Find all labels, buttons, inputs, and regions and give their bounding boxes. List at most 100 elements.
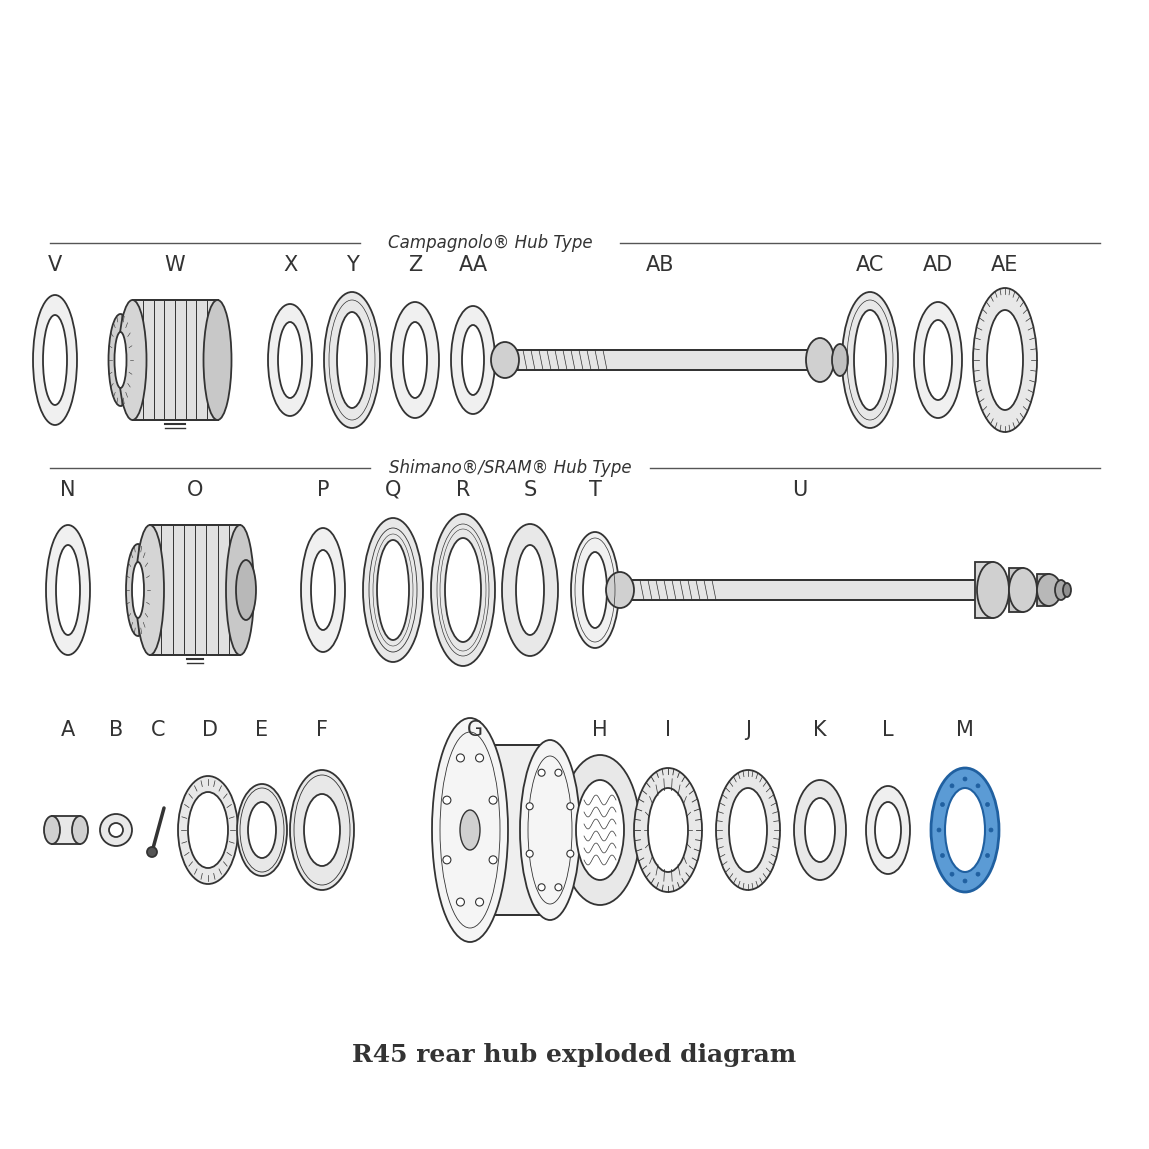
- Text: B: B: [109, 720, 123, 740]
- Ellipse shape: [136, 525, 164, 655]
- Ellipse shape: [43, 315, 67, 404]
- Ellipse shape: [555, 884, 562, 890]
- Text: U: U: [793, 480, 808, 500]
- Ellipse shape: [1055, 580, 1067, 600]
- Ellipse shape: [1063, 583, 1071, 597]
- Ellipse shape: [576, 780, 624, 880]
- Text: V: V: [48, 255, 62, 275]
- Ellipse shape: [516, 545, 543, 635]
- Text: A: A: [61, 720, 75, 740]
- Text: W: W: [164, 255, 185, 275]
- Text: T: T: [588, 480, 601, 500]
- Ellipse shape: [571, 532, 619, 648]
- Text: AB: AB: [646, 255, 674, 275]
- Ellipse shape: [1038, 574, 1061, 606]
- Ellipse shape: [963, 879, 967, 882]
- Bar: [976, 562, 993, 618]
- Ellipse shape: [72, 816, 88, 845]
- Ellipse shape: [290, 770, 354, 890]
- Ellipse shape: [931, 768, 998, 892]
- Ellipse shape: [226, 525, 254, 655]
- Text: AA: AA: [458, 255, 487, 275]
- Ellipse shape: [987, 310, 1023, 410]
- Bar: [236, 535, 246, 645]
- Ellipse shape: [986, 802, 989, 807]
- Text: C: C: [151, 720, 165, 740]
- Ellipse shape: [337, 313, 367, 408]
- Ellipse shape: [976, 784, 980, 788]
- Text: Campagnolo® Hub Type: Campagnolo® Hub Type: [387, 234, 593, 252]
- Ellipse shape: [634, 768, 702, 892]
- Text: R: R: [456, 480, 470, 500]
- Ellipse shape: [456, 899, 464, 907]
- Ellipse shape: [538, 769, 545, 777]
- Bar: [151, 525, 240, 655]
- Ellipse shape: [606, 572, 634, 608]
- Ellipse shape: [950, 784, 954, 788]
- Ellipse shape: [391, 302, 439, 418]
- Ellipse shape: [432, 718, 508, 942]
- Text: AE: AE: [992, 255, 1019, 275]
- Ellipse shape: [728, 788, 768, 872]
- Ellipse shape: [118, 300, 147, 421]
- Ellipse shape: [109, 823, 123, 836]
- Ellipse shape: [126, 543, 151, 637]
- Ellipse shape: [178, 776, 238, 884]
- Ellipse shape: [445, 538, 481, 642]
- Ellipse shape: [842, 292, 899, 427]
- Ellipse shape: [876, 802, 901, 858]
- Text: O: O: [187, 480, 203, 500]
- Text: R45 rear hub exploded diagram: R45 rear hub exploded diagram: [352, 1043, 796, 1067]
- Ellipse shape: [363, 518, 423, 662]
- Ellipse shape: [100, 813, 132, 846]
- Text: J: J: [745, 720, 751, 740]
- Ellipse shape: [989, 828, 993, 832]
- Text: S: S: [524, 480, 537, 500]
- Ellipse shape: [56, 545, 80, 635]
- Ellipse shape: [560, 755, 640, 905]
- Ellipse shape: [555, 769, 562, 777]
- Bar: [52, 816, 80, 845]
- Text: G: G: [466, 720, 483, 740]
- Ellipse shape: [46, 525, 90, 655]
- Ellipse shape: [489, 796, 498, 804]
- Text: Q: Q: [385, 480, 401, 500]
- Text: L: L: [882, 720, 894, 740]
- Ellipse shape: [941, 854, 944, 857]
- Ellipse shape: [462, 325, 484, 395]
- Ellipse shape: [115, 332, 126, 388]
- Text: I: I: [665, 720, 671, 740]
- Ellipse shape: [489, 856, 498, 864]
- Ellipse shape: [963, 777, 967, 781]
- Ellipse shape: [976, 872, 980, 877]
- Ellipse shape: [311, 550, 336, 630]
- Ellipse shape: [278, 322, 302, 398]
- Bar: [1009, 568, 1023, 612]
- Ellipse shape: [236, 560, 256, 620]
- Ellipse shape: [854, 310, 886, 410]
- Bar: [132, 300, 217, 421]
- Bar: [470, 745, 550, 915]
- Bar: [1038, 574, 1049, 606]
- Text: Shimano®/SRAM® Hub Type: Shimano®/SRAM® Hub Type: [388, 458, 631, 477]
- Text: AD: AD: [923, 255, 954, 275]
- Ellipse shape: [936, 828, 941, 832]
- Ellipse shape: [44, 816, 60, 845]
- Ellipse shape: [431, 514, 495, 666]
- Ellipse shape: [941, 802, 944, 807]
- Ellipse shape: [301, 529, 345, 651]
- Ellipse shape: [147, 847, 157, 857]
- Ellipse shape: [520, 740, 580, 920]
- Ellipse shape: [304, 794, 340, 866]
- Ellipse shape: [913, 302, 962, 418]
- Text: E: E: [255, 720, 269, 740]
- Text: H: H: [592, 720, 608, 740]
- Ellipse shape: [805, 338, 834, 381]
- Ellipse shape: [456, 754, 464, 762]
- Ellipse shape: [648, 788, 688, 872]
- Ellipse shape: [944, 788, 985, 872]
- Ellipse shape: [442, 796, 450, 804]
- Text: D: D: [202, 720, 218, 740]
- Ellipse shape: [950, 872, 954, 877]
- Ellipse shape: [538, 884, 545, 890]
